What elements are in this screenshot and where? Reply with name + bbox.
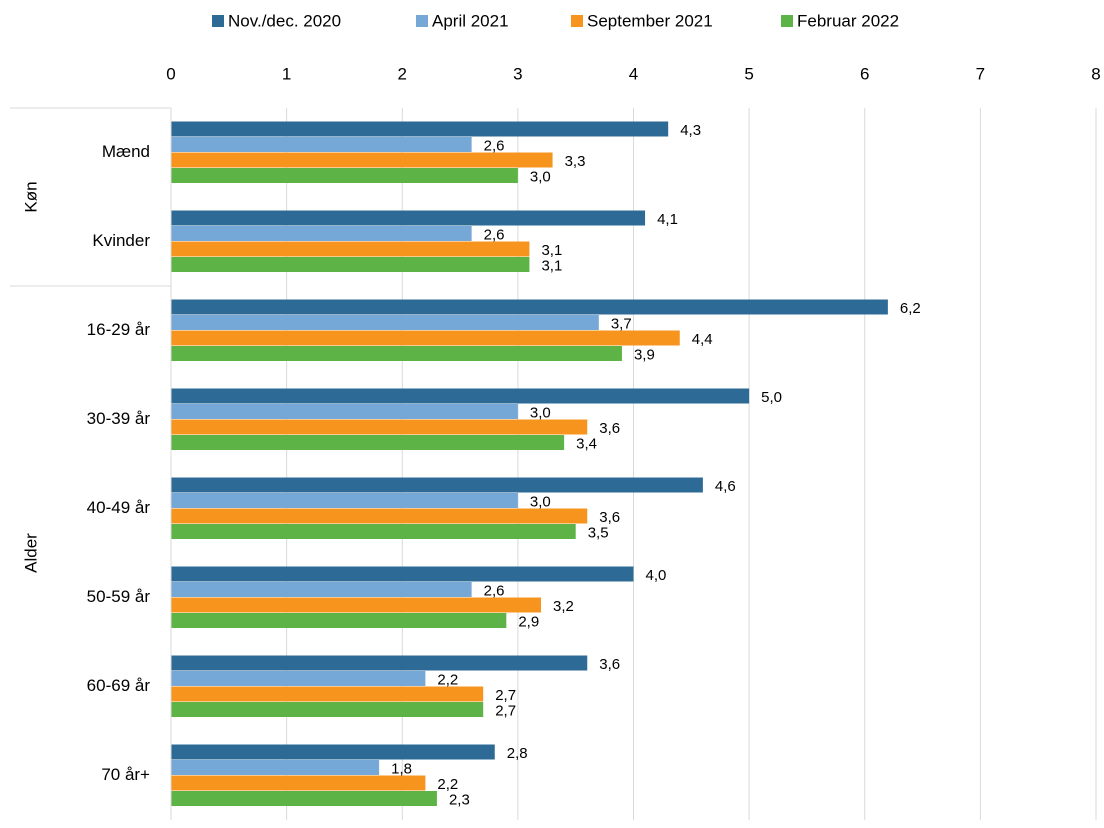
y-tick-label: Mænd xyxy=(102,142,150,161)
bar xyxy=(171,524,576,539)
value-label: 2,2 xyxy=(437,672,458,689)
y-tick-label: Kvinder xyxy=(92,231,150,250)
legend-swatch xyxy=(212,15,224,27)
y-tick-label: 50-59 år xyxy=(87,587,151,606)
bar xyxy=(171,493,518,508)
x-tick-label: 7 xyxy=(976,64,985,83)
bar xyxy=(171,671,426,686)
group-label: Alder xyxy=(21,533,40,573)
bar xyxy=(171,121,669,137)
bar xyxy=(171,210,646,226)
legend-swatch xyxy=(571,15,583,27)
value-label: 2,8 xyxy=(507,745,528,762)
value-label: 2,7 xyxy=(495,703,516,720)
x-tick-label: 8 xyxy=(1091,64,1100,83)
bar xyxy=(171,346,622,361)
value-label: 3,5 xyxy=(588,525,609,542)
y-tick-label: 60-69 år xyxy=(87,676,151,695)
bar xyxy=(171,686,484,702)
y-tick-label: 70 år+ xyxy=(101,765,150,784)
value-label: 3,0 xyxy=(530,494,551,511)
value-label: 3,6 xyxy=(599,656,620,673)
value-label: 3,1 xyxy=(541,258,562,275)
bar xyxy=(171,760,380,775)
bar xyxy=(171,419,588,435)
bar xyxy=(171,152,553,168)
y-tick-label: 30-39 år xyxy=(87,409,151,428)
value-label: 4,1 xyxy=(657,211,678,228)
value-label: 3,6 xyxy=(599,420,620,437)
value-label: 3,3 xyxy=(565,153,586,170)
bar xyxy=(171,702,484,717)
bar xyxy=(171,168,518,183)
bar xyxy=(171,508,588,524)
bar xyxy=(171,477,703,493)
value-label: 2,2 xyxy=(437,776,458,793)
legend-label: September 2021 xyxy=(587,11,713,30)
value-label: 3,7 xyxy=(611,316,632,333)
bar xyxy=(171,435,565,450)
x-tick-label: 1 xyxy=(282,64,291,83)
value-label: 3,1 xyxy=(541,242,562,259)
bar xyxy=(171,775,426,791)
value-label: 4,6 xyxy=(715,478,736,495)
bar xyxy=(171,315,599,330)
x-tick-label: 2 xyxy=(398,64,407,83)
y-tick-label: 40-49 år xyxy=(87,498,151,517)
value-label: 3,4 xyxy=(576,436,597,453)
x-tick-label: 4 xyxy=(629,64,638,83)
legend-label: Nov./dec. 2020 xyxy=(228,11,341,30)
x-tick-label: 3 xyxy=(513,64,522,83)
value-label: 3,0 xyxy=(530,169,551,186)
bar xyxy=(171,613,507,628)
bar xyxy=(171,330,680,346)
value-label: 2,3 xyxy=(449,792,470,809)
value-label: 1,8 xyxy=(391,761,412,778)
value-label: 2,9 xyxy=(518,614,539,631)
bar xyxy=(171,241,530,257)
value-label: 3,9 xyxy=(634,347,655,364)
bar xyxy=(171,744,495,760)
value-label: 3,6 xyxy=(599,509,620,526)
legend-swatch xyxy=(416,15,428,27)
bar xyxy=(171,582,472,597)
value-label: 2,7 xyxy=(495,687,516,704)
value-label: 2,6 xyxy=(484,583,505,600)
bar xyxy=(171,257,530,272)
bar xyxy=(171,566,634,582)
bar xyxy=(171,137,472,152)
bar xyxy=(171,404,518,419)
bar xyxy=(171,597,541,613)
bar xyxy=(171,655,588,671)
value-label: 2,6 xyxy=(484,227,505,244)
x-tick-label: 0 xyxy=(166,64,175,83)
value-label: 2,6 xyxy=(484,138,505,155)
legend-label: April 2021 xyxy=(432,11,509,30)
value-label: 5,0 xyxy=(761,389,782,406)
bar xyxy=(171,791,437,806)
value-label: 3,2 xyxy=(553,598,574,615)
bar xyxy=(171,388,750,404)
x-tick-label: 5 xyxy=(744,64,753,83)
value-label: 3,0 xyxy=(530,405,551,422)
group-label: Køn xyxy=(21,181,40,212)
y-tick-label: 16-29 år xyxy=(87,320,151,339)
x-tick-label: 6 xyxy=(860,64,869,83)
value-label: 6,2 xyxy=(900,300,921,317)
bar xyxy=(171,226,472,241)
value-label: 4,0 xyxy=(646,567,667,584)
bar xyxy=(171,299,888,315)
legend-swatch xyxy=(781,15,793,27)
legend-label: Februar 2022 xyxy=(797,11,899,30)
value-label: 4,3 xyxy=(680,122,701,139)
value-label: 4,4 xyxy=(692,331,713,348)
